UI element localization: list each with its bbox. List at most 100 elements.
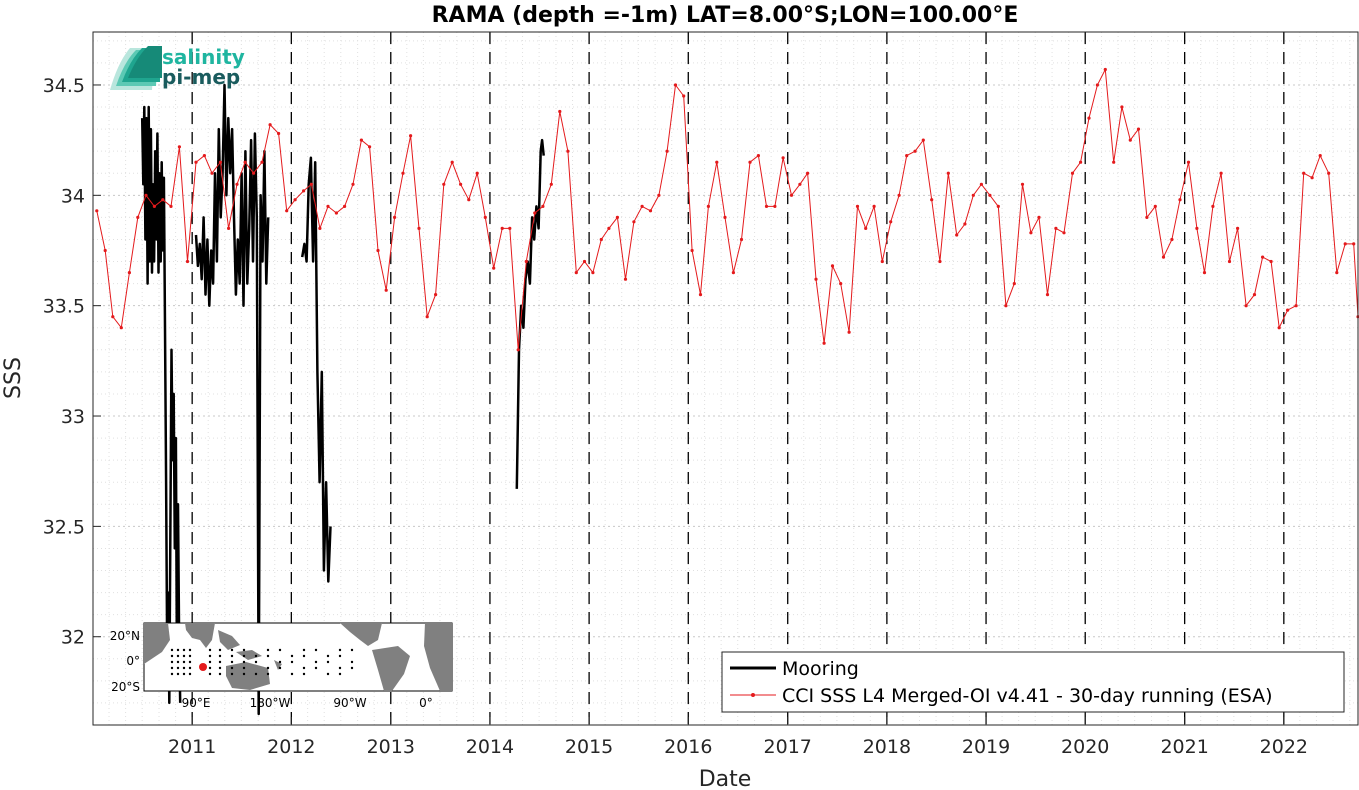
cci-series-point: [558, 109, 562, 114]
cci-series-point: [111, 315, 115, 319]
cci-series-point: [1261, 255, 1265, 259]
cci-series-point: [648, 209, 653, 213]
inset-mooring-dot: [254, 660, 258, 664]
cci-series-point: [715, 160, 719, 164]
cci-series-point: [194, 160, 198, 164]
cci-series-point: [524, 259, 528, 264]
cci-series-line: [96, 67, 1358, 350]
cci-series-point: [1318, 154, 1322, 158]
inset-mooring-dot: [218, 654, 222, 658]
cci-series-point: [839, 282, 843, 286]
cci-series-point: [326, 204, 330, 208]
chart-title: RAMA (depth =-1m) LAT=8.00°S;LON=100.00°…: [432, 3, 1019, 28]
salinity-pi-mep-logo: salinity pi-mep: [110, 45, 245, 90]
inset-map-land: [144, 623, 452, 691]
legend-label-mooring: Mooring: [782, 658, 859, 680]
cci-series-point: [1095, 83, 1099, 87]
y-axis: 32 32.5 33 33.5 34 34.5: [43, 75, 101, 649]
x-tick-label: 2020: [1061, 736, 1109, 758]
cci-series-point: [161, 198, 165, 202]
cci-series-point: [467, 198, 471, 202]
cci-series-point: [1029, 231, 1033, 235]
cci-series-point: [549, 182, 553, 186]
cci-series-point: [1054, 226, 1058, 230]
inset-mooring-dot: [176, 660, 180, 664]
inset-map-selected-mooring: [199, 663, 207, 671]
x-tick-label: 2018: [863, 736, 911, 758]
cci-series-point: [1252, 293, 1257, 297]
cci-series-point: [913, 149, 917, 153]
cci-series-point: [533, 211, 537, 215]
inset-mooring-dot: [230, 660, 234, 664]
inset-mooring-dot: [326, 672, 330, 676]
cci-series-point: [1012, 282, 1016, 286]
cci-series-point: [500, 226, 504, 230]
inset-mooring-dot: [266, 654, 270, 658]
cci-series-point: [384, 288, 388, 292]
cci-series-point: [401, 171, 405, 175]
mooring-series-line: [300, 156, 332, 583]
cci-series-point: [268, 123, 272, 127]
cci-series-point: [285, 209, 289, 213]
inset-mooring-dot: [170, 648, 174, 652]
cci-series-point: [302, 189, 306, 193]
inset-mooring-dot: [218, 666, 222, 670]
inset-mooring-dot: [290, 660, 294, 664]
cci-series-point: [789, 193, 794, 197]
cci-series-point: [690, 248, 694, 253]
inset-mooring-dot: [302, 672, 306, 676]
cci-series-point: [665, 149, 669, 153]
cci-series-point: [1286, 308, 1290, 312]
cci-series-point: [623, 277, 628, 281]
x-tick-label: 2022: [1260, 736, 1308, 758]
y-tick-label: 32: [61, 627, 85, 649]
inset-mooring-dot: [314, 648, 318, 652]
cci-series-point: [872, 204, 876, 208]
cci-series-point: [996, 204, 1000, 208]
x-tick-label: 2013: [367, 736, 415, 758]
inset-mooring-dot: [290, 672, 294, 676]
inset-mooring-dot: [208, 654, 212, 658]
cci-series-point: [591, 271, 595, 275]
cci-series-point: [806, 171, 810, 175]
cci-series-point: [1211, 204, 1215, 208]
inset-mooring-dot: [290, 654, 294, 658]
series-layer: [95, 67, 1359, 716]
cci-series-point: [119, 326, 123, 330]
cci-series-point: [516, 348, 520, 352]
inset-mooring-dot: [242, 666, 246, 670]
inset-mooring-dot: [182, 666, 186, 670]
inset-mooring-dot: [266, 672, 270, 676]
inset-mooring-dot: [182, 660, 186, 664]
cci-series-point: [822, 341, 826, 345]
cci-series-point: [343, 204, 347, 208]
cci-series-point: [1128, 138, 1132, 142]
logo-text-salinity: salinity: [162, 45, 245, 69]
cci-series-point: [293, 198, 297, 202]
inset-mooring-dot: [188, 672, 192, 676]
cci-series-point: [376, 248, 380, 253]
cci-series-point: [607, 226, 611, 230]
inset-mooring-dot: [302, 648, 306, 652]
x-tick-label: 2012: [267, 736, 315, 758]
cci-series-point: [706, 204, 711, 208]
cci-series-point: [963, 222, 967, 226]
inset-mooring-dot: [218, 660, 222, 664]
cci-series-point: [1219, 171, 1223, 175]
cci-series-point: [1112, 160, 1116, 164]
cci-series-point: [450, 160, 454, 164]
cci-series-point: [566, 149, 570, 153]
cci-series-point: [425, 315, 429, 319]
cci-series-point: [1335, 271, 1339, 275]
y-tick-label: 33: [61, 406, 85, 428]
cci-series-point: [483, 215, 487, 219]
inset-mooring-dot: [302, 666, 306, 670]
legend: Mooring CCI SSS L4 Merged-OI v4.41 - 30-…: [721, 651, 1345, 713]
cci-series-point: [748, 160, 752, 164]
cci-series-point: [475, 171, 479, 175]
y-axis-label: SSS: [1, 357, 26, 399]
cci-series-point: [1020, 182, 1025, 186]
inset-mooring-dot: [242, 654, 246, 658]
cci-series-point: [1045, 293, 1050, 297]
